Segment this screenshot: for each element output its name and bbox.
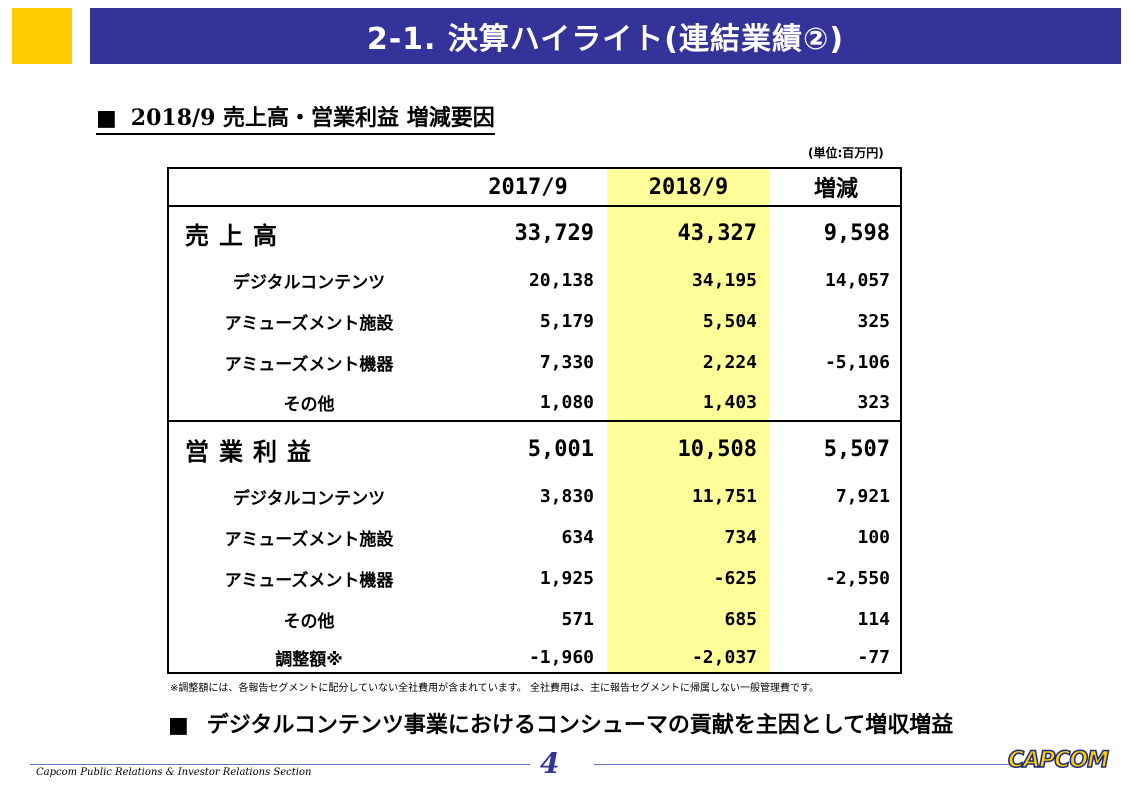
unit-note: (単位:百万円) bbox=[808, 146, 884, 160]
cell-2018: 734 bbox=[724, 526, 757, 548]
table-row: 営業利益 5,001 10,508 5,507 bbox=[169, 429, 900, 469]
row-label: デジタルコンテンツ bbox=[232, 272, 386, 293]
row-label: アミューズメント機器 bbox=[224, 354, 394, 375]
cell-change: -2,550 bbox=[824, 567, 890, 589]
cell-2017: 571 bbox=[561, 608, 594, 630]
table-row: 調整額※ -1,960 -2,037 -77 bbox=[169, 637, 900, 677]
footer-rule-right bbox=[594, 764, 1014, 765]
cell-2018: 2,224 bbox=[702, 351, 757, 373]
table-row: その他 1,080 1,403 323 bbox=[169, 382, 900, 422]
conclusion-bullet: ■ bbox=[168, 713, 189, 738]
page-number: 4 bbox=[540, 747, 560, 780]
cell-2017: 33,729 bbox=[514, 220, 594, 246]
table-row: 売上高 33,729 43,327 9,598 bbox=[169, 213, 900, 253]
footnote: ※調整額には、各報告セグメントに配分していない全社費用が含まれています。 全社費… bbox=[170, 683, 819, 694]
conclusion-text: デジタルコンテンツ事業におけるコンシューマの貢献を主因として増収増益 bbox=[206, 713, 954, 738]
column-header-change: 増減 bbox=[813, 177, 858, 202]
cell-change: 325 bbox=[857, 310, 890, 332]
cell-2017: 1,925 bbox=[539, 567, 594, 589]
cell-2017: 7,330 bbox=[539, 351, 594, 373]
cell-2018: 5,504 bbox=[702, 310, 757, 332]
cell-2017: 634 bbox=[561, 526, 594, 548]
header-divider bbox=[169, 205, 900, 207]
table-row: デジタルコンテンツ 20,138 34,195 14,057 bbox=[169, 260, 900, 300]
results-table: 2017/9 2018/9 増減 売上高 33,729 43,327 9,598… bbox=[167, 167, 902, 674]
row-label: その他 bbox=[283, 394, 335, 415]
row-label: デジタルコンテンツ bbox=[232, 488, 386, 509]
cell-change: 9,598 bbox=[823, 220, 890, 246]
row-label: 営業利益 bbox=[185, 437, 321, 466]
cell-change: 14,057 bbox=[824, 269, 890, 291]
table-row: アミューズメント施設 5,179 5,504 325 bbox=[169, 301, 900, 341]
cell-2018: 10,508 bbox=[677, 436, 757, 462]
cell-2018: -2,037 bbox=[691, 646, 757, 668]
cell-change: 5,507 bbox=[823, 436, 890, 462]
cell-change: -77 bbox=[857, 646, 890, 668]
title-bar: 2-1. 決算ハイライト(連結業績②) bbox=[90, 8, 1121, 64]
cell-change: 114 bbox=[857, 608, 890, 630]
cell-2018: 1,403 bbox=[702, 391, 757, 413]
section-subtitle: ■ 2018/9 売上高・営業利益 増減要因 bbox=[96, 100, 495, 135]
cell-change: 7,921 bbox=[835, 485, 890, 507]
cell-2017: 5,001 bbox=[527, 436, 594, 462]
cell-2018: 43,327 bbox=[677, 220, 757, 246]
cell-2017: 5,179 bbox=[539, 310, 594, 332]
row-label: その他 bbox=[283, 611, 335, 632]
footer-section-text: Capcom Public Relations & Investor Relat… bbox=[36, 767, 312, 778]
cell-2018: 34,195 bbox=[691, 269, 757, 291]
footer-rule-left bbox=[30, 764, 530, 765]
row-label: 調整額※ bbox=[275, 649, 343, 670]
section-divider bbox=[169, 420, 900, 422]
row-label: アミューズメント機器 bbox=[224, 570, 394, 591]
subtitle-text: 2018/9 売上高・営業利益 増減要因 bbox=[130, 105, 495, 131]
subtitle-bullet: ■ bbox=[96, 105, 117, 131]
cell-2018: 11,751 bbox=[691, 485, 757, 507]
page-title: 2-1. 決算ハイライト(連結業績②) bbox=[366, 22, 845, 57]
table-row: アミューズメント施設 634 734 100 bbox=[169, 517, 900, 557]
cell-2017: 20,138 bbox=[528, 269, 594, 291]
table-header-row: 2017/9 2018/9 増減 bbox=[169, 169, 900, 205]
corner-accent bbox=[12, 8, 72, 64]
capcom-logo: CAPCOM bbox=[1007, 747, 1110, 774]
table-row: デジタルコンテンツ 3,830 11,751 7,921 bbox=[169, 476, 900, 516]
row-label: アミューズメント施設 bbox=[224, 313, 394, 334]
cell-change: 100 bbox=[857, 526, 890, 548]
table-row: アミューズメント機器 7,330 2,224 -5,106 bbox=[169, 342, 900, 382]
cell-2017: 3,830 bbox=[539, 485, 594, 507]
conclusion: ■ デジタルコンテンツ事業におけるコンシューマの貢献を主因として増収増益 bbox=[168, 707, 953, 739]
cell-2018: 685 bbox=[724, 608, 757, 630]
cell-2018: -625 bbox=[713, 567, 757, 589]
cell-2017: -1,960 bbox=[528, 646, 594, 668]
cell-change: 323 bbox=[857, 391, 890, 413]
column-header-2018: 2018/9 bbox=[648, 174, 729, 200]
row-label: 売上高 bbox=[185, 221, 287, 250]
cell-change: -5,106 bbox=[824, 351, 890, 373]
column-header-2017: 2017/9 bbox=[488, 174, 568, 200]
table-row: アミューズメント機器 1,925 -625 -2,550 bbox=[169, 558, 900, 598]
cell-2017: 1,080 bbox=[539, 391, 594, 413]
row-label: アミューズメント施設 bbox=[224, 529, 394, 550]
table-row: その他 571 685 114 bbox=[169, 599, 900, 639]
